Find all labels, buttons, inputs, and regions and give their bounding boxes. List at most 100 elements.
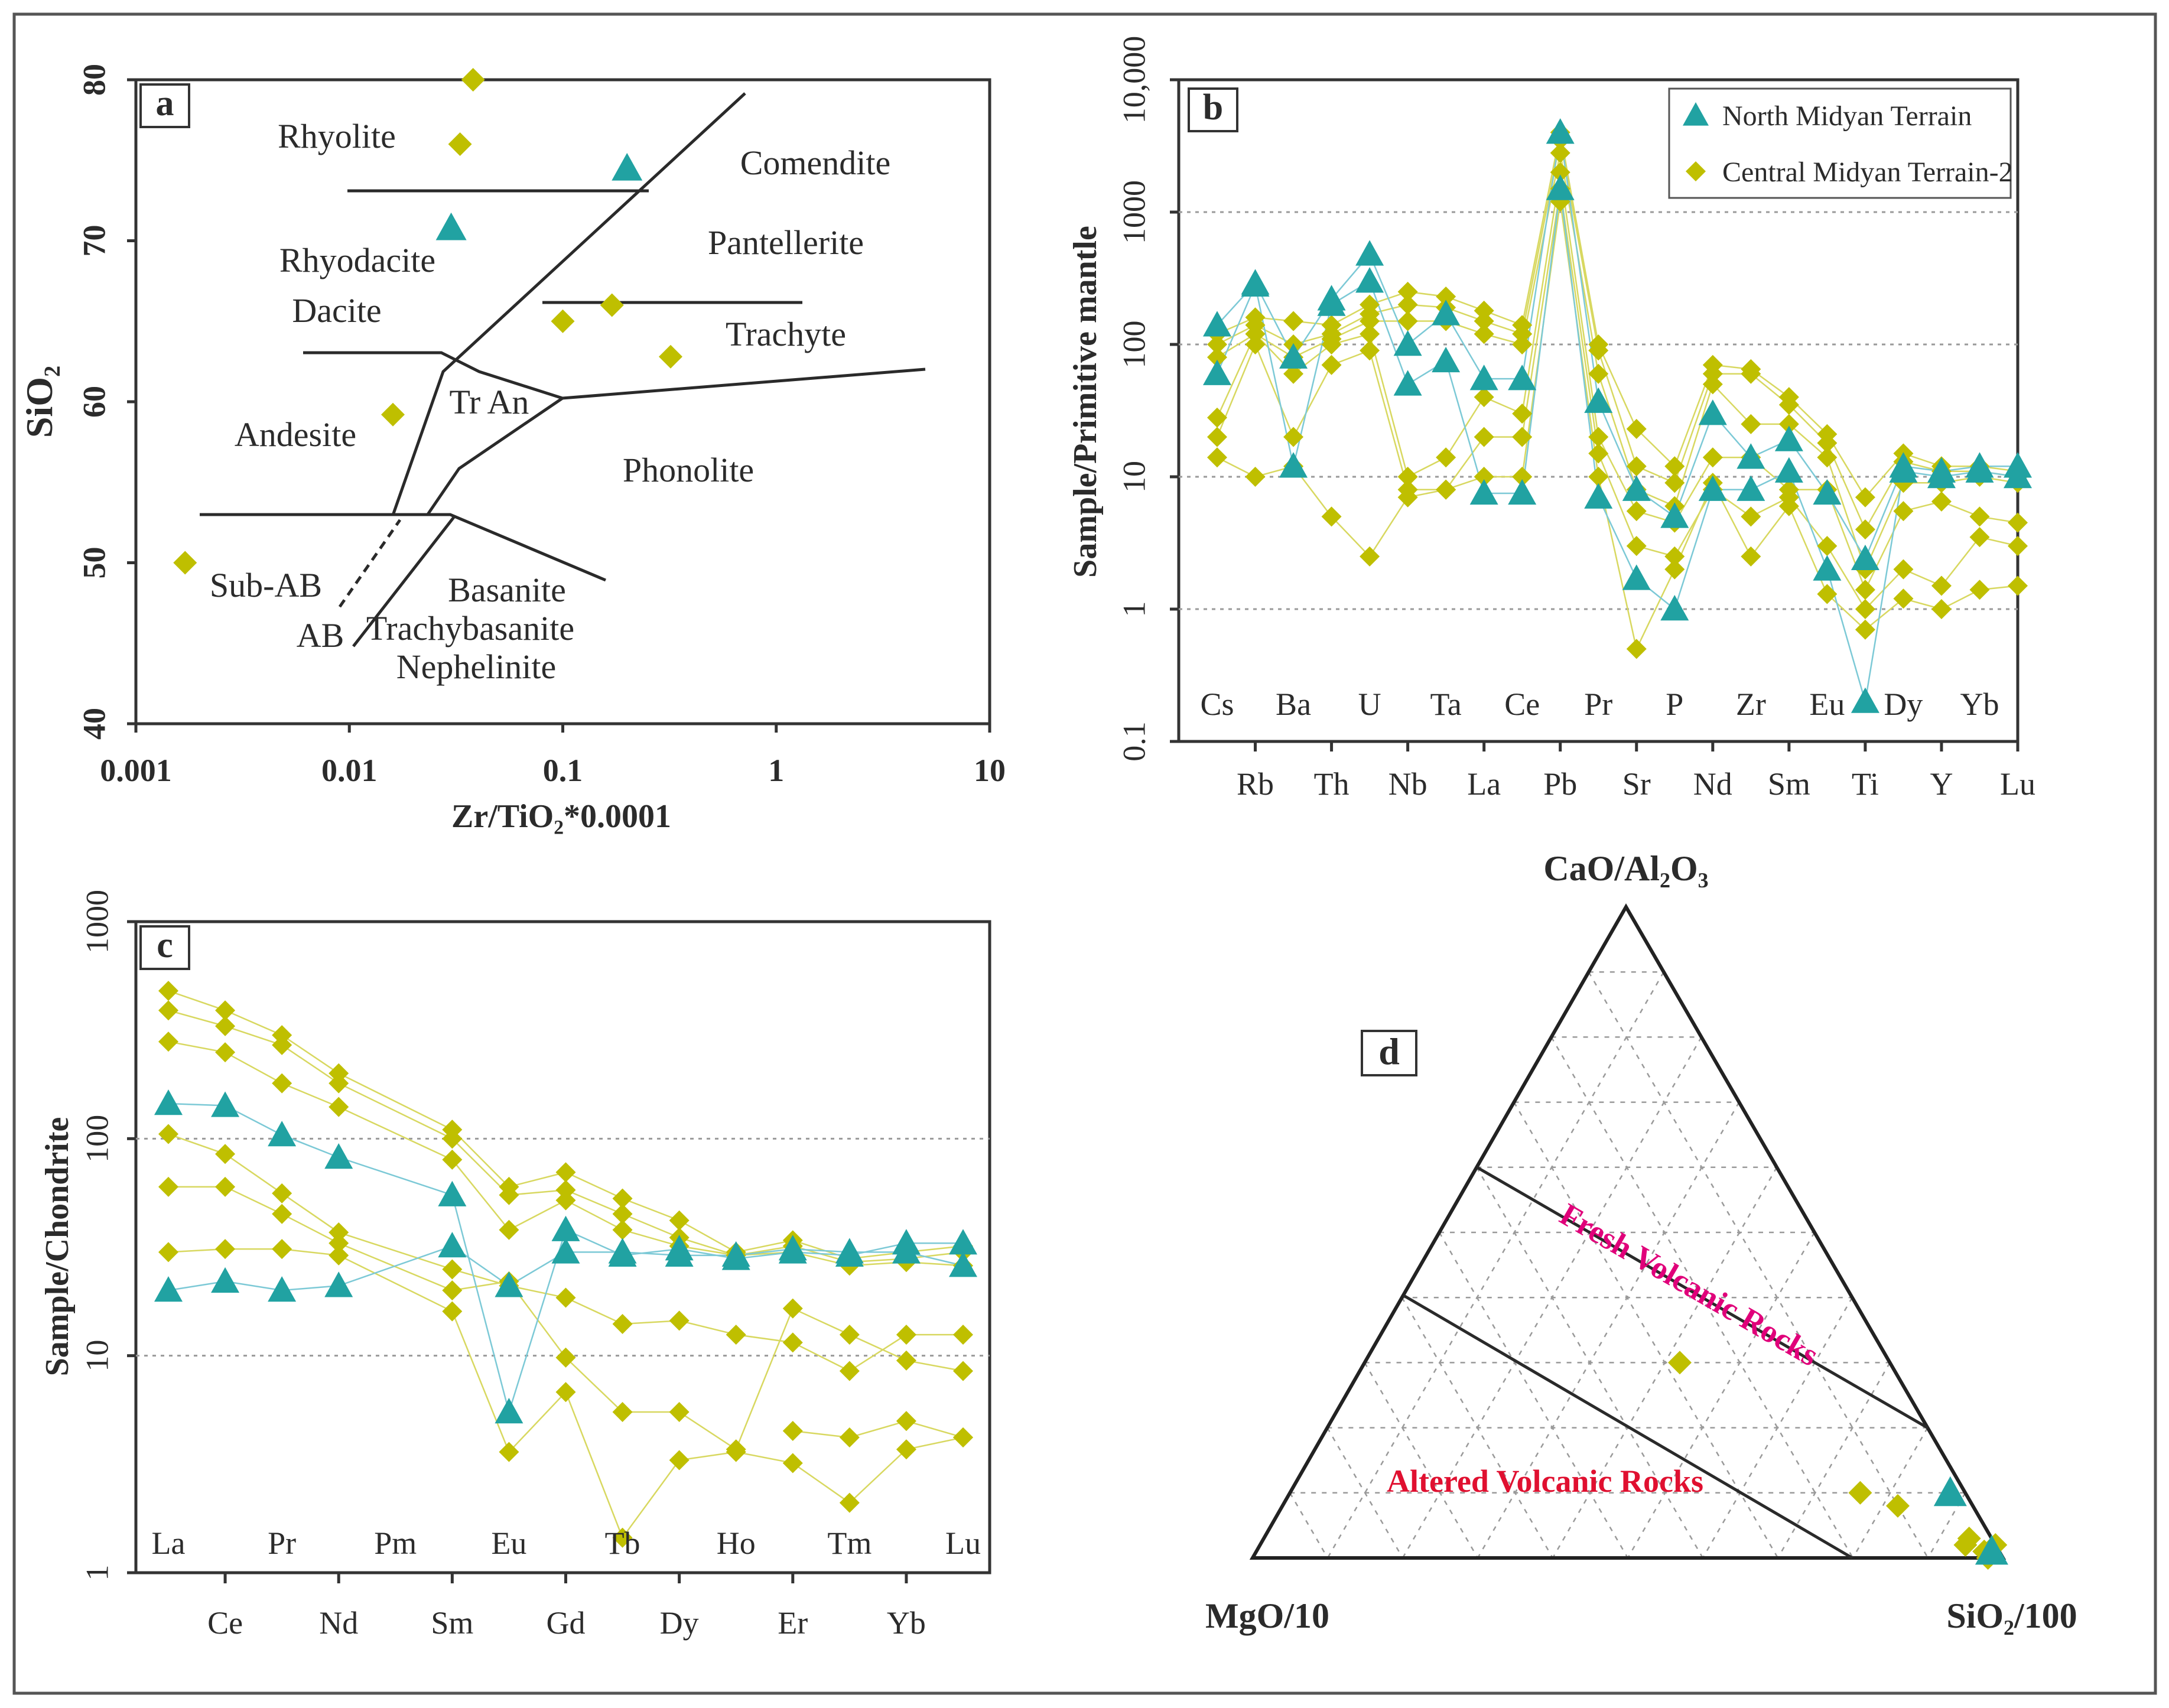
panel-a-field-label: Rhyolite: [278, 117, 396, 155]
panel-b-central-point: [1512, 334, 1533, 354]
panel-b-central-point: [1817, 447, 1838, 468]
panel-b-x-tick-label: Ti: [1852, 766, 1879, 802]
panel-c-central-point: [612, 1402, 633, 1423]
panel-b-central-point: [1588, 467, 1609, 487]
panel-b-central-point: [1512, 427, 1533, 447]
panel-b-central-point: [1474, 467, 1494, 487]
panel-c-central-point: [782, 1332, 803, 1353]
panel-c-central-point: [215, 1144, 236, 1164]
panel-b-central-point: [1550, 162, 1570, 183]
panel-b-central-point: [1741, 506, 1761, 527]
ternary-gridline: [1326, 1427, 1404, 1559]
panel-b-central-point: [1664, 546, 1685, 567]
panel-a: Rhyolite Comendite Rhyodacite Pantellerite D…: [18, 64, 1006, 835]
panel-a-field-label: Rhyodacite: [279, 241, 435, 279]
panel-a-field-label: Tr An: [450, 383, 529, 421]
panel-a-field-label: Basanite: [448, 571, 566, 609]
panel-c-x-tick-label: Ce: [207, 1605, 243, 1641]
ternary-central-point: [1957, 1526, 1981, 1550]
panel-b-central-point: [1778, 395, 1799, 415]
fresh-volcanic-label: Fresh Volcanic Rocks: [1554, 1196, 1825, 1373]
panel-b-central-point: [1550, 142, 1570, 163]
panel-c-central-point: [272, 1183, 292, 1203]
panel-c-north-point: [892, 1238, 921, 1264]
panel-b-central-point: [1474, 387, 1494, 408]
panel-c-north-point: [551, 1215, 580, 1241]
panel-c-central-point: [442, 1301, 463, 1322]
panel-b-central-point: [1207, 427, 1227, 447]
ternary-gridline: [1289, 1492, 1329, 1559]
panel-c-north-point: [268, 1276, 297, 1302]
panel-b-central-point: [1360, 311, 1380, 331]
panel-b-north-line: [1216, 188, 2018, 702]
panel-c-central-point: [839, 1361, 860, 1381]
panel-c-x-tick-label: Tm: [827, 1525, 871, 1561]
panel-c-central-point: [442, 1149, 463, 1170]
panel-b-central-point: [1588, 340, 1609, 361]
panel-b-north-point: [1698, 399, 1727, 425]
panel-c-central-point: [215, 1000, 236, 1021]
panel-b-central-point: [1397, 311, 1418, 331]
panel-b-north-point: [1813, 555, 1842, 581]
panel-b-x-tick-label: La: [1467, 766, 1501, 802]
panel-b-north-point: [1774, 425, 1803, 451]
panel-a-y-tick-label: 60: [76, 386, 112, 418]
panel-b-north-point: [1432, 300, 1461, 326]
panel-c-central-point: [839, 1325, 860, 1345]
panel-b-x-tick-label: Cs: [1200, 687, 1234, 722]
panel-b-central-point: [1778, 414, 1799, 434]
panel-b-x-tick-label: P: [1666, 687, 1683, 722]
panel-a-label: a: [156, 83, 174, 123]
panel-b-north-point: [1622, 564, 1651, 590]
panel-c-central-point: [499, 1442, 519, 1462]
panel-a-x-tick-label: 0.01: [321, 753, 378, 788]
panel-b-central-point: [1283, 427, 1304, 447]
panel-b-central-point: [1893, 588, 1914, 609]
panel-b-x-tick-label: Yb: [1960, 687, 1999, 722]
panel-a-field-label: Sub-AB: [210, 566, 322, 604]
panel-c-north-point: [154, 1089, 183, 1115]
panel-c-central-line: [168, 1248, 964, 1540]
panel-c-x-tick-label: Tb: [605, 1525, 640, 1561]
panel-b-central-point: [1664, 456, 1685, 477]
ternary-apex-right-label: SiO₂/100: [1946, 1596, 2077, 1635]
panel-b-central-point: [2008, 512, 2028, 533]
panel-c-north-line: [168, 1245, 964, 1291]
panel-c-north-point: [949, 1229, 977, 1255]
panel-b-central-point: [1702, 363, 1723, 384]
panel-c-y-axis-label: Sample/Chondrite: [39, 1117, 76, 1377]
panel-b-central-point: [1817, 584, 1838, 604]
panel-a-central-point: [551, 309, 575, 333]
panel-b-central-point: [1817, 432, 1838, 453]
panel-c-y-tick-label: 1000: [79, 890, 115, 954]
panel-b-north-point: [1584, 483, 1613, 509]
ternary-central-point: [1668, 1351, 1692, 1375]
panel-b-central-point: [1245, 334, 1266, 354]
panel-b-central-point: [1817, 536, 1838, 557]
panel-a-x-tick-label: 1: [768, 753, 784, 788]
panel-c-x-tick-label: Er: [778, 1605, 808, 1641]
ternary-gridline: [1588, 971, 1929, 1559]
panel-b-x-tick-label: U: [1358, 687, 1381, 722]
panel-b-central-point: [1588, 443, 1609, 464]
panel-a-central-point: [173, 551, 197, 575]
panel-b-north-point: [1393, 370, 1422, 396]
panel-c-x-tick-label: Yb: [887, 1605, 926, 1641]
panel-b-label: b: [1203, 87, 1223, 128]
panel-c-central-point: [782, 1421, 803, 1442]
panel-c-central-point: [272, 1034, 292, 1055]
panel-b-central-point: [1969, 580, 1990, 600]
panel-c-label: c: [157, 925, 173, 965]
panel-b-central-point: [1321, 506, 1342, 527]
panel-b-north-point: [1889, 457, 1918, 483]
panel-d-label-box: [1361, 1030, 1417, 1076]
panel-b-central-point: [1741, 546, 1761, 567]
panel-b-x-tick-label: Eu: [1809, 687, 1845, 722]
panel-c-x-tick-label: Dy: [660, 1605, 699, 1641]
panel-c-y-tick-label: 10: [79, 1340, 115, 1372]
panel-c-central-point: [272, 1239, 292, 1260]
panel-b-x-tick-label: Ta: [1430, 687, 1462, 722]
panel-b-x-tick-label: Rb: [1237, 766, 1274, 802]
panel-b-central-line: [1217, 152, 2018, 572]
panel-b-central-point: [1283, 311, 1304, 331]
